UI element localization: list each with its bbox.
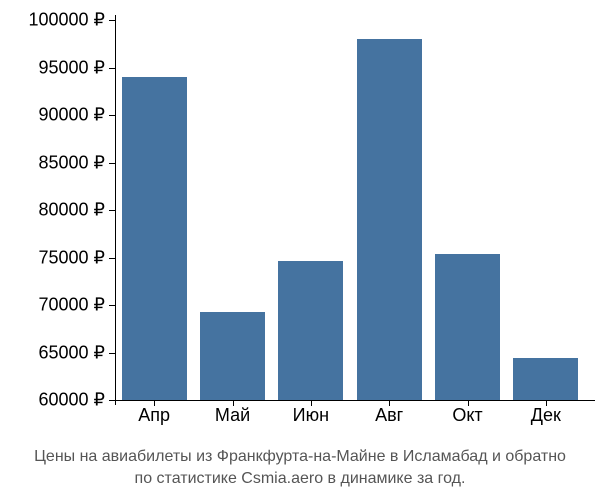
x-tick-label: Окт — [452, 405, 482, 426]
x-tick-label: Авг — [375, 405, 403, 426]
caption-line1: Цены на авиабилеты из Франкфурта-на-Майн… — [0, 448, 600, 466]
x-tick-label: Апр — [138, 405, 170, 426]
caption-line2: по статистике Csmia.aero в динамике за г… — [0, 470, 600, 488]
x-axis-line — [110, 400, 595, 401]
y-tick-label: 75000 ₽ — [38, 247, 105, 268]
y-tick-label: 100000 ₽ — [28, 10, 105, 31]
x-tick-label: Июн — [293, 405, 329, 426]
bar — [435, 254, 500, 400]
y-tick-label: 90000 ₽ — [38, 105, 105, 126]
y-tick-label: 85000 ₽ — [38, 152, 105, 173]
plot-area — [115, 20, 585, 400]
x-tick-label: Май — [215, 405, 250, 426]
y-tick — [109, 400, 115, 401]
x-tick-label: Дек — [531, 405, 561, 426]
bar — [278, 261, 343, 400]
y-tick-label: 80000 ₽ — [38, 200, 105, 221]
bar — [122, 77, 187, 400]
bar — [357, 39, 422, 400]
y-tick-label: 70000 ₽ — [38, 295, 105, 316]
x-axis-labels: Апр Май Июн Авг Окт Дек — [115, 405, 585, 435]
y-tick-label: 95000 ₽ — [38, 57, 105, 78]
price-chart: 60000 ₽ 65000 ₽ 70000 ₽ 75000 ₽ 80000 ₽ 85000… — [0, 0, 600, 500]
bar — [513, 358, 578, 400]
bar — [200, 312, 265, 400]
y-axis-labels: 60000 ₽65000 ₽70000 ₽75000 ₽80000 ₽85000… — [0, 20, 105, 400]
y-tick-label: 60000 ₽ — [38, 390, 105, 411]
y-tick-label: 65000 ₽ — [38, 342, 105, 363]
